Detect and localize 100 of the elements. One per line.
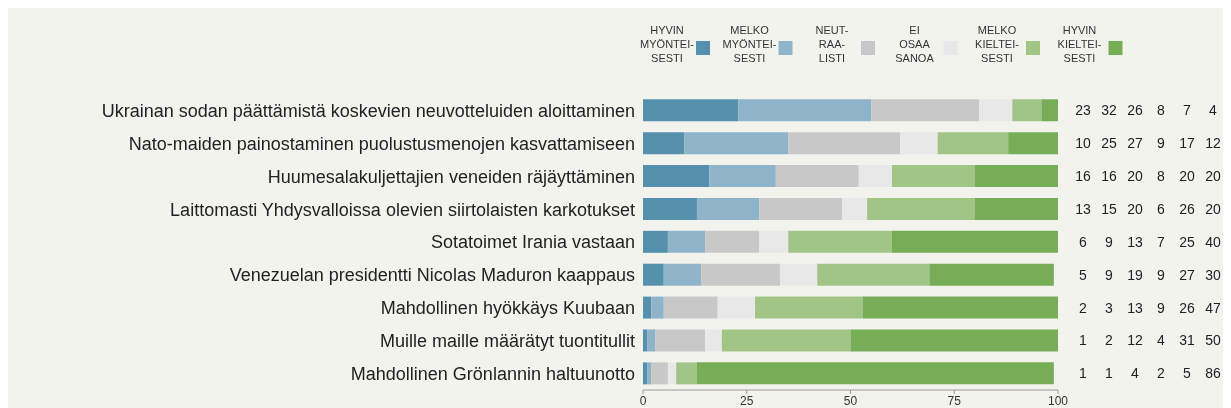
x-tick-label: 75: [947, 393, 962, 408]
data-label: 9: [1157, 135, 1166, 152]
y-tick-label: Sotatoimet Irania vastaan: [430, 232, 635, 253]
bar: [817, 263, 930, 286]
data-label: 3: [1105, 299, 1114, 316]
data-label: 86: [1205, 365, 1221, 382]
data-label: 1: [1079, 332, 1088, 349]
bar: [696, 197, 760, 220]
data-label: 27: [1127, 135, 1143, 152]
bar: [892, 165, 975, 188]
data-label: 12: [1205, 135, 1221, 152]
data-label: 23: [1075, 102, 1091, 119]
data-label: 19: [1127, 266, 1143, 283]
data-label: 10: [1075, 135, 1091, 152]
bar: [643, 329, 648, 352]
data-label: 4: [1209, 102, 1218, 119]
bar: [1008, 132, 1058, 155]
data-label: 25: [1101, 135, 1117, 152]
bar: [651, 296, 664, 319]
data-label: 13: [1127, 233, 1143, 250]
bar: [759, 230, 789, 253]
data-label: 4: [1131, 365, 1140, 382]
bar: [663, 296, 718, 319]
bar: [643, 263, 664, 286]
data-label: 13: [1075, 200, 1091, 217]
bar: [701, 263, 780, 286]
data-label: 9: [1105, 266, 1114, 283]
bar: [937, 132, 1009, 155]
y-tick-label: Ukrainan sodan päättämistä koskevien neuvotteluiden aloittaminen: [101, 100, 635, 121]
legend-label: NEUT- RAA- LISTI: [815, 24, 849, 64]
data-label: 7: [1157, 233, 1166, 250]
data-label: 12: [1127, 332, 1143, 349]
bar: [929, 263, 1054, 286]
bar: [759, 197, 843, 220]
bar: [862, 296, 1058, 319]
legend-label: MELKO MYÖNTEI- SESTI: [722, 24, 777, 64]
bar: [842, 197, 868, 220]
bar: [667, 362, 677, 385]
data-label: 31: [1179, 332, 1195, 349]
bar: [647, 329, 656, 352]
x-tick-label: 0: [639, 393, 647, 408]
data-label: 9: [1105, 233, 1114, 250]
data-label: 32: [1101, 102, 1117, 119]
data-label: 20: [1127, 168, 1143, 185]
x-tick-label: 50: [843, 393, 858, 408]
data-label: 2: [1105, 332, 1114, 349]
data-label: 26: [1127, 102, 1143, 119]
legend-label: HYVIN KIELTEI- SESTI: [1057, 24, 1102, 64]
bar: [858, 165, 892, 188]
data-label: 2: [1079, 299, 1088, 316]
x-tick-label: 25: [740, 393, 754, 408]
data-label: 20: [1205, 168, 1221, 185]
data-label: 5: [1183, 365, 1192, 382]
bar: [975, 197, 1058, 220]
bar: [738, 99, 872, 122]
data-label: 6: [1079, 233, 1088, 250]
legend-label: MELKO KIELTEI- SESTI: [975, 24, 1020, 64]
bar: [779, 263, 818, 286]
y-tick-label: Huumesalakuljettajien veneiden räjäyttäminen: [267, 166, 635, 187]
bar: [696, 362, 1054, 385]
y-tick-label: Nato-maiden painostaminen puolustusmenojen kasvattamiseen: [128, 133, 635, 154]
data-label: 16: [1101, 168, 1117, 185]
data-label: 26: [1179, 299, 1195, 316]
data-label: 20: [1205, 200, 1221, 217]
bar: [717, 296, 756, 319]
y-tick-label: Mahdollinen hyökkäys Kuubaan: [380, 298, 635, 319]
data-label: 30: [1205, 266, 1221, 283]
bar: [667, 230, 706, 253]
bar: [788, 132, 901, 155]
data-label: 40: [1205, 233, 1221, 250]
data-label: 27: [1179, 266, 1195, 283]
bar: [705, 329, 722, 352]
data-label: 5: [1079, 266, 1088, 283]
bar: [709, 165, 776, 188]
bar: [892, 230, 1058, 253]
data-label: 1: [1079, 365, 1088, 382]
data-label: 25: [1179, 233, 1195, 250]
bar: [676, 362, 697, 385]
y-tick-label: Laittomasti Yhdysvalloissa olevien siirtolaisten karkotukset: [170, 199, 635, 220]
data-label: 50: [1205, 332, 1221, 349]
bar: [979, 99, 1013, 122]
data-label: 17: [1179, 135, 1195, 152]
bar: [651, 362, 668, 385]
bar: [867, 197, 975, 220]
y-tick-label: Mahdollinen Grönlannin haltuunotto: [350, 363, 635, 384]
legend-label: EI OSAA SANOA: [895, 24, 935, 64]
data-label: 20: [1179, 168, 1195, 185]
bar: [1012, 99, 1042, 122]
data-label: 7: [1183, 102, 1192, 119]
bar: [871, 99, 980, 122]
bar: [721, 329, 851, 352]
bar: [643, 362, 648, 385]
data-label: 4: [1157, 332, 1166, 349]
bar: [643, 230, 668, 253]
data-label: 2: [1157, 365, 1166, 382]
bar: [643, 99, 739, 122]
data-label: 9: [1157, 266, 1166, 283]
bar: [643, 197, 697, 220]
bar: [643, 132, 685, 155]
data-label: 8: [1157, 102, 1166, 119]
